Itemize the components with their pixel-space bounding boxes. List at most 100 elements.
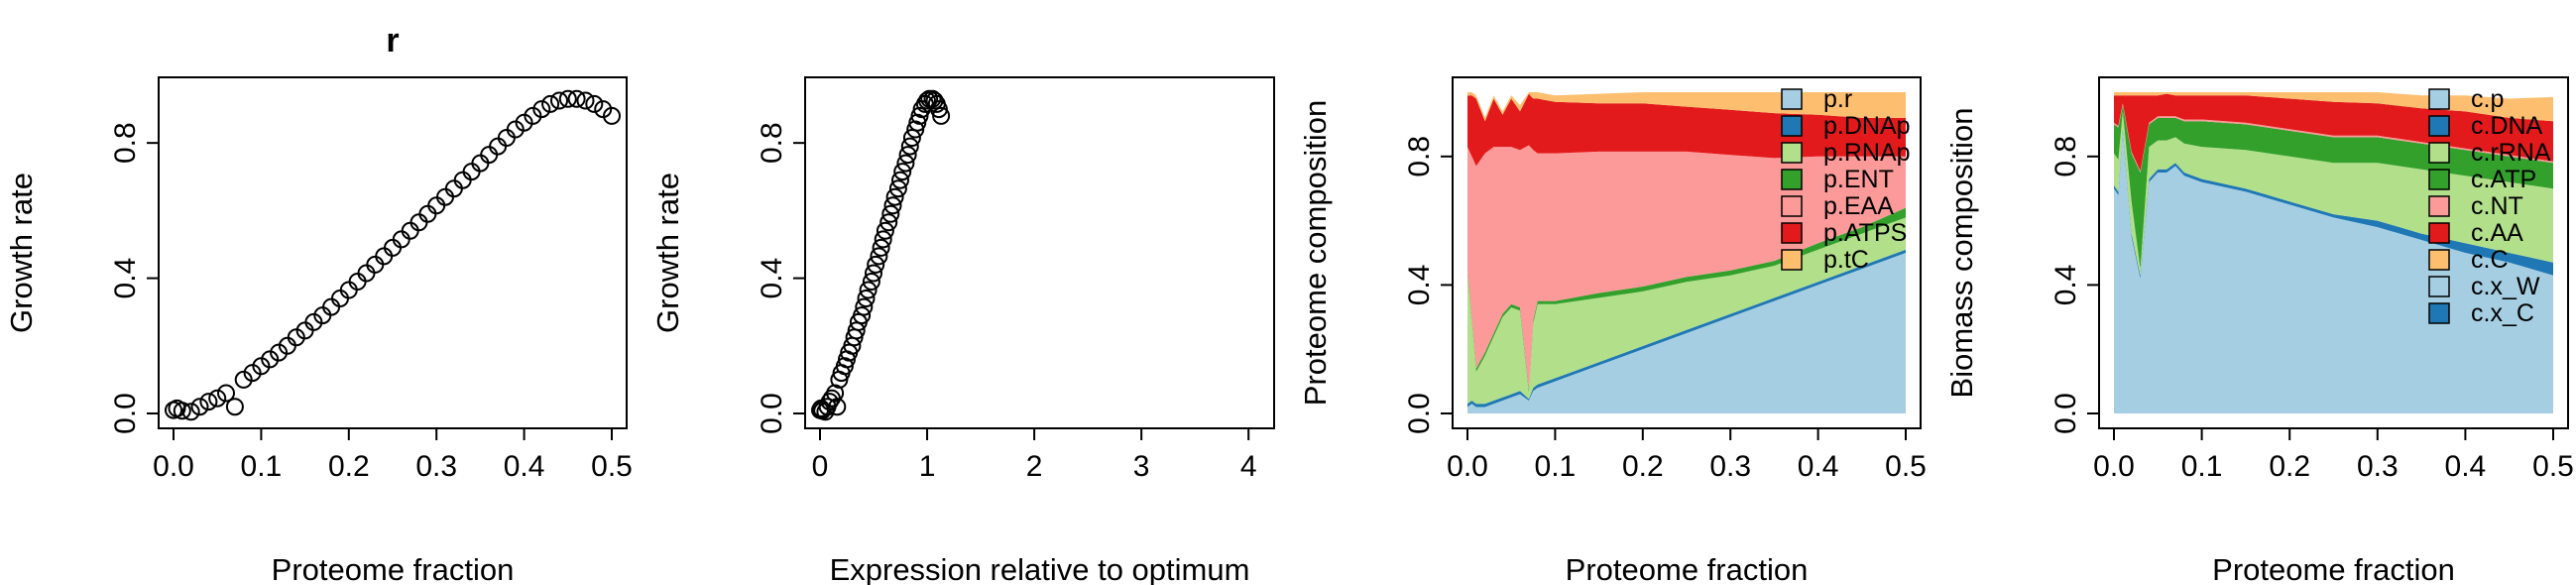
data-point <box>859 281 878 299</box>
data-point <box>585 94 604 113</box>
data-point <box>828 398 847 416</box>
scatter-points <box>811 89 951 421</box>
data-point <box>444 179 463 198</box>
plot-frame <box>158 76 628 429</box>
data-point <box>932 106 951 125</box>
legend-swatch <box>2428 115 2450 137</box>
data-point <box>857 290 876 307</box>
data-point <box>392 230 410 249</box>
legend-entry: p.RNAp <box>1823 139 1911 167</box>
legend-swatch <box>1781 169 1803 190</box>
plot-frame <box>2098 76 2569 429</box>
data-point <box>853 306 872 325</box>
data-point <box>331 290 349 307</box>
legend-entry: c.rRNA <box>2471 139 2551 167</box>
data-point <box>872 238 890 257</box>
data-point <box>366 255 385 274</box>
x-tick-label: 0.3 <box>2357 450 2399 483</box>
legend-entry: p.DNAp <box>1823 112 1911 140</box>
data-point <box>847 321 866 340</box>
panel-2: 0 1 2 3 4 0.0 0.4 0.8 Expression relative to opt… <box>650 76 1275 585</box>
x-tick-label: 0.3 <box>1709 450 1751 483</box>
legend-entry: p.ATPS <box>1823 219 1907 247</box>
y-axis-label: Growth rate <box>650 173 685 333</box>
data-point <box>497 129 516 147</box>
data-point <box>401 221 419 240</box>
data-point <box>896 154 915 173</box>
legend-entry: p.tC <box>1823 246 1869 274</box>
data-point <box>199 393 218 411</box>
data-point <box>375 247 394 266</box>
legend-entry: c.x_C <box>2471 299 2534 327</box>
y-axis-label: Proteome composition <box>1298 100 1333 406</box>
data-point <box>348 273 367 291</box>
y-tick-label: 0.4 <box>2049 265 2082 306</box>
data-point <box>322 297 341 316</box>
legend-swatch <box>1781 142 1803 164</box>
x-tick-label: 3 <box>1133 450 1150 483</box>
scatter-points <box>165 89 621 421</box>
y-tick-label: 0.4 <box>109 258 142 299</box>
data-point <box>876 221 894 240</box>
legend-swatch <box>2428 302 2450 324</box>
legend-entry: c.DNA <box>2471 112 2543 140</box>
data-point <box>874 230 892 249</box>
data-point <box>217 384 235 403</box>
x-axis-label: Proteome fraction <box>2212 552 2455 585</box>
data-point <box>910 106 929 125</box>
data-point <box>900 137 919 156</box>
data-point <box>418 204 437 223</box>
y-tick-label: 0.0 <box>2049 393 2082 434</box>
x-tick-label: 0.0 <box>2093 450 2135 483</box>
x-tick-label: 0.0 <box>1447 450 1488 483</box>
data-point <box>898 146 917 165</box>
data-point <box>410 213 428 232</box>
x-tick-label: 0.1 <box>1535 450 1577 483</box>
legend-swatch <box>1781 249 1803 271</box>
data-point <box>925 91 944 110</box>
x-tick-label: 0.4 <box>504 450 545 483</box>
data-point <box>576 91 595 110</box>
y-tick-label: 0.8 <box>1403 136 1436 177</box>
x-tick-label: 0.4 <box>2445 450 2487 483</box>
plot-frame <box>804 76 1275 429</box>
data-point <box>471 154 490 173</box>
data-point <box>357 264 376 283</box>
y-axis: 0.0 0.4 0.8 <box>109 122 159 434</box>
data-point <box>865 264 882 283</box>
legend-swatch <box>2428 249 2450 271</box>
y-tick-label: 0.8 <box>756 122 788 164</box>
data-point <box>339 281 358 299</box>
x-tick-label: 0.5 <box>591 450 633 483</box>
y-axis-label: Biomass composition <box>1944 108 1979 399</box>
panel-4: 0.0 0.1 0.2 0.3 0.4 0.5 0.0 0.4 0.8 Proteome frac… <box>1944 76 2574 585</box>
y-axis: 0.0 0.4 0.8 <box>756 122 805 434</box>
data-point <box>603 106 621 125</box>
data-point <box>888 179 907 198</box>
x-tick-label: 0.5 <box>2532 450 2574 483</box>
x-tick-label: 0.1 <box>241 450 283 483</box>
y-tick-label: 0.4 <box>1403 265 1436 306</box>
x-tick-label: 0.5 <box>1885 450 1927 483</box>
x-axis: 0 1 2 3 4 <box>812 428 1257 483</box>
legend-swatch <box>2428 276 2450 297</box>
data-point <box>190 398 209 416</box>
chart-title: r <box>386 22 399 59</box>
x-axis-label: Proteome fraction <box>1566 552 1809 585</box>
data-point <box>384 238 402 257</box>
y-tick-label: 0.8 <box>2049 136 2082 177</box>
data-point <box>862 273 880 291</box>
area-c-p <box>2114 130 2553 413</box>
data-point <box>883 196 902 215</box>
legend-entry: p.ENT <box>1823 166 1894 193</box>
legend-entry: c.NT <box>2471 192 2523 220</box>
data-point <box>891 171 909 189</box>
data-point <box>870 247 888 266</box>
y-tick-label: 0.0 <box>109 393 142 434</box>
legend-swatch <box>1781 88 1803 110</box>
legend-swatch <box>1781 115 1803 137</box>
data-point <box>541 94 560 113</box>
y-tick-label: 0.4 <box>756 258 788 299</box>
